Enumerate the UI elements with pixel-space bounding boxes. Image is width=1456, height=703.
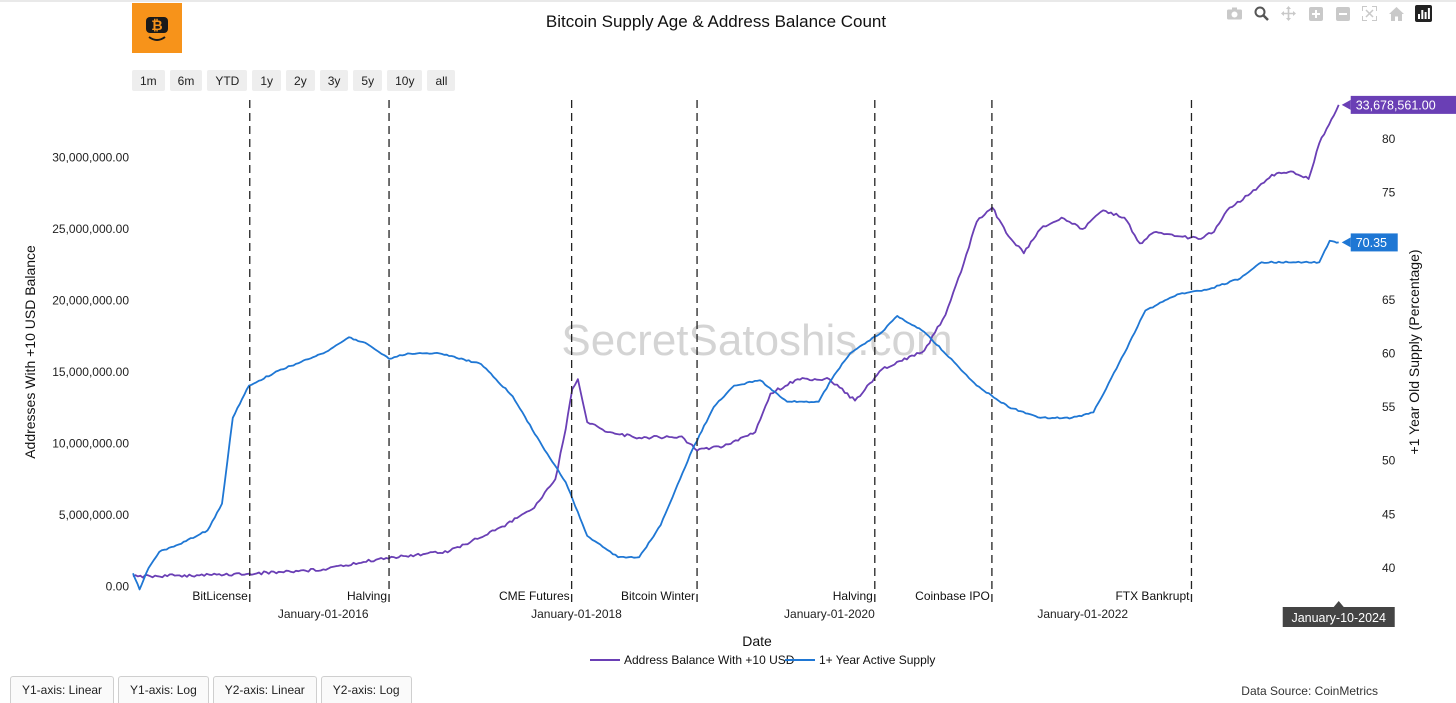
svg-text:₿: ₿	[151, 17, 162, 33]
range-all-button[interactable]: all	[427, 70, 456, 91]
hover-date-box	[1282, 607, 1395, 627]
tab-y2-log[interactable]: Y2-axis: Log	[320, 676, 412, 703]
y2-tick-label: 80	[1382, 132, 1396, 146]
autoscale-icon[interactable]	[1361, 5, 1378, 22]
legend-item-active-supply[interactable]: 1+ Year Active Supply	[785, 653, 935, 667]
axis-scale-tabs: Y1-axis: Linear Y1-axis: Log Y2-axis: Li…	[10, 676, 412, 703]
range-6m-button[interactable]: 6m	[169, 70, 203, 91]
y2-tick-label: 60	[1382, 346, 1396, 360]
zoom-icon[interactable]	[1253, 5, 1270, 22]
x-tick-label: January-01-2022	[1037, 607, 1128, 621]
y2-tick-label: 65	[1382, 293, 1396, 307]
tab-y1-linear[interactable]: Y1-axis: Linear	[10, 676, 115, 703]
zoom-out-icon[interactable]	[1334, 5, 1351, 22]
chart-title: Bitcoin Supply Age & Address Balance Cou…	[545, 12, 887, 31]
y-axis-title: Addresses With +10 USD Balance	[22, 245, 38, 459]
home-icon[interactable]	[1388, 5, 1405, 22]
zoom-in-icon[interactable]	[1307, 5, 1324, 22]
value-callout-box	[1350, 233, 1398, 252]
top-divider	[0, 0, 1456, 2]
y-tick-label: 30,000,000.00	[52, 150, 129, 164]
legend: Address Balance With +10 USD 1+ Year Act…	[590, 653, 935, 667]
value-callout-pointer	[1341, 99, 1351, 110]
event-marker-label: CME Futures	[499, 589, 570, 603]
event-marker-label: BitLicense	[192, 589, 248, 603]
range-10y-button[interactable]: 10y	[387, 70, 423, 91]
pan-icon[interactable]	[1280, 5, 1297, 22]
legend-label-active-supply: 1+ Year Active Supply	[819, 653, 935, 667]
y2-tick-label: 55	[1382, 400, 1396, 414]
event-marker-label: Coinbase IPO	[915, 589, 990, 603]
y-tick-label: 15,000,000.00	[52, 365, 129, 379]
x-axis-title: Date	[742, 633, 772, 649]
x-tick-label: January-01-2020	[784, 607, 875, 621]
y-tick-label: 25,000,000.00	[52, 222, 129, 236]
event-marker-label: FTX Bankrupt	[1115, 589, 1190, 603]
event-marker-label: Halving	[833, 589, 873, 603]
value-callout-pointer	[1341, 237, 1351, 248]
x-tick-label: January-01-2018	[531, 607, 622, 621]
y2-tick-label: 70	[1382, 239, 1396, 253]
watermark: SecretSatoshis.com	[561, 316, 952, 365]
series-line-active-supply[interactable]	[132, 239, 1339, 591]
event-marker-label: Halving	[347, 589, 387, 603]
y2-tick-label: 40	[1382, 561, 1396, 575]
value-callout-label: 33,678,561.00	[1356, 98, 1436, 112]
tab-y1-log[interactable]: Y1-axis: Log	[118, 676, 209, 703]
chart-logo-icon[interactable]	[1415, 5, 1432, 22]
y-tick-label: 0.00	[106, 580, 130, 594]
range-2y-button[interactable]: 2y	[286, 70, 315, 91]
bitcoin-smiley-icon: ₿	[146, 17, 168, 41]
camera-icon[interactable]	[1226, 5, 1243, 22]
y2-axis-title: +1 Year Old Supply (Percentage)	[1406, 249, 1422, 454]
y2-tick-label: 50	[1382, 454, 1396, 468]
range-3y-button[interactable]: 3y	[319, 70, 349, 91]
series-line-address-balance[interactable]	[132, 104, 1340, 579]
value-callout-label: 70.35	[1356, 236, 1387, 250]
hover-date-pointer	[1333, 601, 1344, 607]
y2-tick-label: 45	[1382, 507, 1396, 521]
range-1y-button[interactable]: 1y	[252, 70, 282, 91]
y2-tick-label: 75	[1382, 186, 1396, 200]
data-source-label: Data Source: CoinMetrics	[1241, 684, 1378, 698]
range-1m-button[interactable]: 1m	[132, 70, 165, 91]
modebar	[1226, 5, 1432, 22]
y-tick-label: 20,000,000.00	[52, 294, 129, 308]
range-ytd-button[interactable]: YTD	[207, 70, 248, 91]
legend-label-address-balance: Address Balance With +10 USD	[624, 653, 795, 667]
y-tick-label: 5,000,000.00	[59, 508, 129, 522]
range-selector: 1m 6m YTD 1y 2y 3y 5y 10y all	[132, 70, 456, 91]
range-5y-button[interactable]: 5y	[353, 70, 383, 91]
legend-item-address-balance[interactable]: Address Balance With +10 USD	[590, 653, 795, 667]
event-marker-label: Bitcoin Winter	[621, 589, 695, 603]
hover-date-label: January-10-2024	[1291, 611, 1386, 625]
y-tick-label: 10,000,000.00	[52, 437, 129, 451]
value-callout-box	[1350, 95, 1456, 114]
site-logo: ₿	[132, 3, 182, 53]
x-tick-label: January-01-2016	[278, 607, 369, 621]
tab-y2-linear[interactable]: Y2-axis: Linear	[212, 676, 317, 703]
